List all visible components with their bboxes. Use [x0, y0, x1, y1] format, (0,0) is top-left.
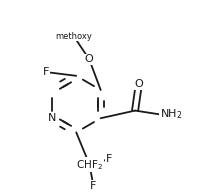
- Text: CHF$_2$: CHF$_2$: [76, 158, 103, 172]
- Text: F: F: [105, 154, 112, 164]
- Text: methoxy: methoxy: [55, 32, 92, 41]
- Text: O: O: [85, 54, 94, 64]
- Text: F: F: [42, 67, 49, 77]
- Text: N: N: [48, 113, 56, 123]
- Text: O: O: [134, 79, 143, 89]
- Text: F: F: [90, 181, 96, 191]
- Text: NH$_2$: NH$_2$: [160, 108, 182, 121]
